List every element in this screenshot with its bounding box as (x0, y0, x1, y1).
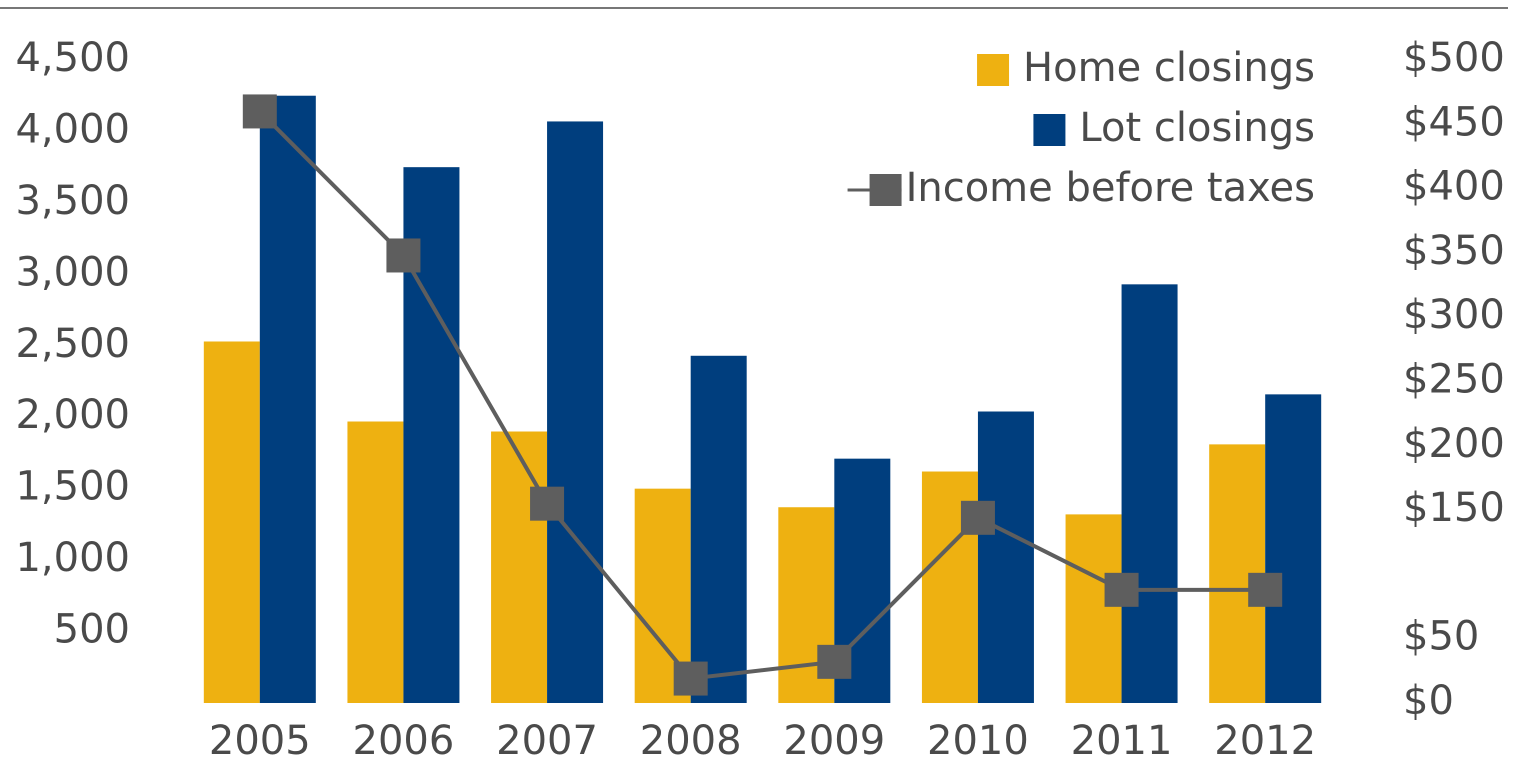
y2-tick-label: $500 (1403, 35, 1505, 81)
line-marker (242, 94, 277, 129)
bar (977, 411, 1034, 703)
line-marker (673, 661, 708, 696)
x-tick-label: 2006 (353, 718, 455, 764)
line-marker (386, 238, 421, 273)
x-tick-label: 2011 (1071, 718, 1173, 764)
y-tick-label: 4,500 (15, 35, 130, 81)
bar (1065, 514, 1122, 703)
bar (1265, 394, 1322, 703)
y2-tick-label: $150 (1403, 485, 1505, 531)
bar (203, 341, 260, 703)
y-tick-label: 2,000 (15, 392, 130, 438)
legend-label: Home closings (1023, 45, 1315, 91)
y2-tick-label: $350 (1403, 228, 1505, 274)
y2-tick-label: $200 (1403, 421, 1505, 467)
y-tick-label: 4,000 (15, 106, 130, 152)
y-tick-label: 2,500 (15, 321, 130, 367)
y-tick-label: 1,000 (15, 535, 130, 581)
x-tick-label: 2012 (1214, 718, 1316, 764)
y-tick-label: 500 (54, 607, 130, 653)
bar (347, 421, 404, 703)
bar (259, 95, 316, 703)
x-tick-label: 2007 (496, 718, 598, 764)
y-tick-label: 3,500 (15, 178, 130, 224)
legend-swatch (1033, 114, 1066, 146)
y2-tick-label: $50 (1403, 614, 1479, 660)
line (258, 110, 1266, 681)
legend-label: Lot closings (1079, 105, 1315, 151)
y-tick-label: 1,500 (15, 464, 130, 510)
y2-tick-label: $450 (1403, 99, 1505, 145)
legend-swatch (977, 54, 1010, 86)
y2-tick-label: $300 (1403, 292, 1505, 338)
y2-tick-label: $0 (1403, 678, 1454, 724)
line-marker (530, 486, 565, 521)
line-marker (960, 500, 995, 535)
line-marker (817, 644, 852, 679)
line-marker (1248, 572, 1283, 607)
x-tick-label: 2005 (209, 718, 311, 764)
bar (491, 431, 548, 703)
x-tick-label: 2010 (927, 718, 1029, 764)
legend-marker (869, 174, 902, 206)
bar (1121, 284, 1178, 703)
y2-tick-label: $250 (1403, 357, 1505, 403)
bar (690, 355, 747, 703)
x-tick-label: 2008 (640, 718, 742, 764)
y2-tick-label: $400 (1403, 164, 1505, 210)
y-tick-label: 3,000 (15, 249, 130, 295)
line-marker (1104, 572, 1139, 607)
x-tick-label: 2009 (783, 718, 885, 764)
bar (547, 121, 604, 704)
legend-label: Income before taxes (906, 165, 1315, 211)
